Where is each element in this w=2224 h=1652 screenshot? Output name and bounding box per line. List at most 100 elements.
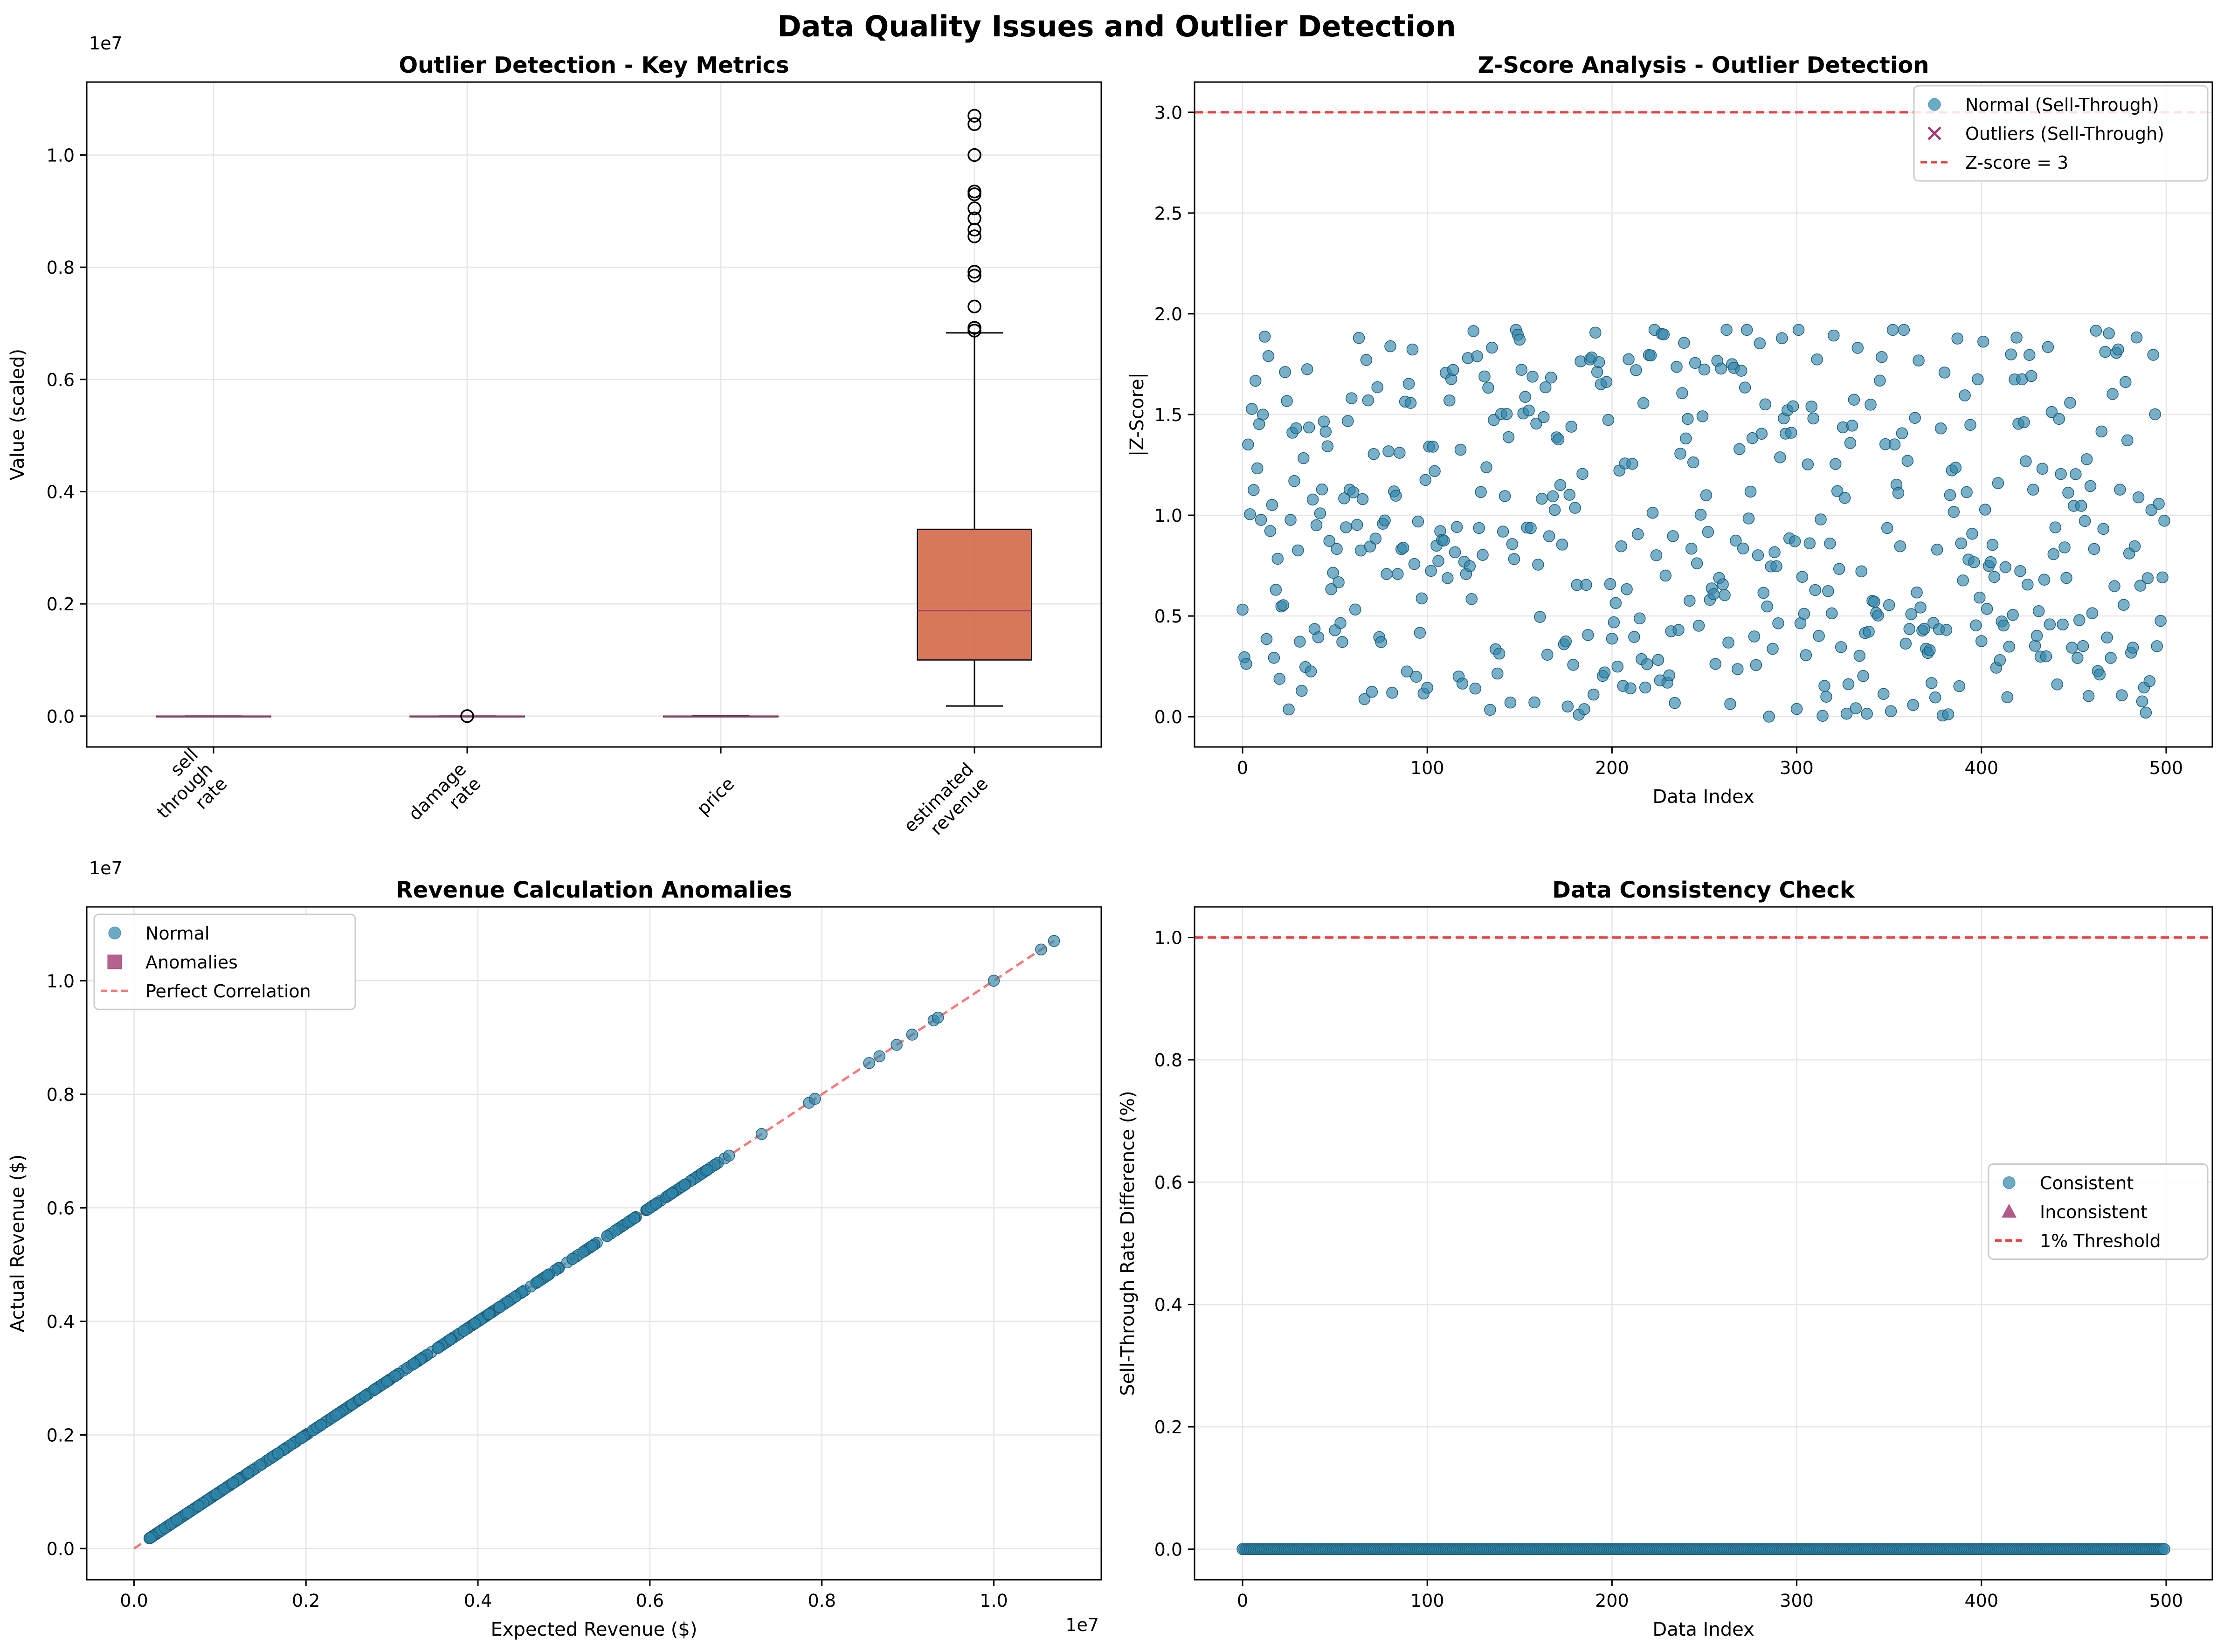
zscore-point bbox=[1824, 537, 1836, 550]
zscore-point bbox=[1582, 629, 1594, 641]
zscore-point bbox=[1443, 394, 1456, 407]
zscore-point bbox=[1499, 490, 1511, 502]
zscore-point bbox=[1333, 576, 1345, 588]
zscore-point bbox=[1576, 468, 1589, 480]
zscore-point bbox=[1637, 397, 1650, 409]
axes-frame bbox=[1194, 81, 2213, 748]
zscore-point bbox=[1528, 696, 1540, 709]
zscore-point bbox=[2158, 515, 2170, 527]
zscore-point bbox=[2080, 453, 2093, 465]
x-tick-label: 0 bbox=[1237, 758, 1248, 778]
zscore-point bbox=[2020, 455, 2032, 468]
y-tick-label: 1.0 bbox=[1154, 505, 1182, 526]
y-tick-label: 0.6 bbox=[47, 370, 75, 390]
zscore-point bbox=[1986, 539, 1999, 551]
zscore-point bbox=[1598, 666, 1611, 678]
zscore-point bbox=[1787, 400, 1799, 413]
zscore-point bbox=[1979, 504, 1991, 516]
zscore-point bbox=[1421, 682, 1433, 694]
zscore-point bbox=[1672, 624, 1685, 636]
zscore-point bbox=[1358, 693, 1371, 705]
revenue-point bbox=[192, 1500, 205, 1512]
zscore-point bbox=[1569, 502, 1581, 514]
zscore-point bbox=[1678, 337, 1690, 349]
x-tick-label: 300 bbox=[1780, 1590, 1814, 1611]
zscore-point bbox=[1360, 354, 1373, 366]
zscore-point bbox=[1534, 611, 1546, 623]
zscore-point bbox=[2156, 571, 2169, 584]
x-tick-label: 300 bbox=[1780, 758, 1814, 778]
y-tick-label: 1.5 bbox=[1154, 405, 1182, 425]
figure-title: Data Quality Issues and Outlier Detectio… bbox=[777, 9, 1456, 43]
zscore-point bbox=[1685, 543, 1698, 555]
zscore-point bbox=[1368, 448, 1380, 460]
zscore-point bbox=[1899, 637, 1912, 650]
zscore-point bbox=[1842, 678, 1855, 691]
zscore-point bbox=[1456, 677, 1469, 690]
zscore-point bbox=[1853, 650, 1866, 662]
zscore-point bbox=[1306, 493, 1319, 506]
zscore-point bbox=[1342, 415, 1354, 427]
zscore-point bbox=[1639, 681, 1651, 694]
zscore-point bbox=[1449, 546, 1461, 559]
y-tick-label: 1.0 bbox=[1154, 928, 1182, 948]
zscore-point bbox=[1624, 682, 1637, 695]
revenue-point bbox=[469, 1317, 481, 1329]
zscore-point bbox=[1770, 560, 1782, 573]
revenue-point bbox=[493, 1301, 506, 1313]
zscore-point bbox=[1515, 364, 1528, 376]
revenue-point bbox=[701, 1164, 713, 1176]
zscore-point bbox=[1475, 486, 1487, 498]
zscore-point bbox=[1759, 398, 1771, 411]
zscore-point bbox=[1371, 381, 1383, 394]
zscore-point bbox=[1497, 525, 1509, 538]
zscore-point bbox=[1450, 521, 1463, 533]
zscore-point bbox=[1416, 592, 1428, 605]
zscore-point bbox=[1667, 530, 1679, 542]
x-tick-label: 400 bbox=[1964, 1590, 1998, 1611]
zscore-point bbox=[1981, 603, 1993, 615]
zscore-point bbox=[1508, 553, 1520, 565]
zscore-point bbox=[1898, 324, 1910, 336]
zscore-point bbox=[1429, 465, 1441, 477]
zscore-point bbox=[1892, 487, 1905, 499]
zscore-point bbox=[1310, 519, 1323, 532]
revenue-point bbox=[389, 1370, 401, 1382]
zscore-point bbox=[1327, 567, 1339, 579]
zscore-point bbox=[1911, 586, 1923, 599]
zscore-point bbox=[2060, 572, 2072, 584]
zscore-point bbox=[2095, 425, 2108, 438]
x-axis-label: Data Index bbox=[1652, 786, 1754, 808]
axes-frame bbox=[86, 906, 1102, 1581]
zscore-point bbox=[1992, 477, 2004, 489]
zscore-point bbox=[1857, 670, 1869, 682]
legend-label: Perfect Correlation bbox=[145, 981, 311, 1002]
zscore-point bbox=[1401, 665, 1413, 677]
x-tick-label: 100 bbox=[1410, 1590, 1444, 1611]
zscore-point bbox=[2143, 675, 2156, 687]
zscore-point bbox=[1953, 680, 1965, 692]
zscore-point bbox=[1491, 667, 1504, 680]
zscore-point bbox=[1246, 403, 1258, 415]
zscore-point bbox=[1757, 587, 1770, 599]
revenue-point bbox=[609, 1224, 622, 1237]
zscore-point bbox=[1763, 711, 1775, 723]
zscore-point bbox=[1271, 553, 1284, 565]
zscore-point bbox=[1789, 535, 1801, 547]
zscore-point bbox=[1811, 353, 1823, 366]
zscore-point bbox=[1800, 649, 1812, 661]
zscore-point bbox=[1835, 641, 1847, 653]
revenue-point bbox=[541, 1269, 554, 1282]
zscore-point bbox=[2047, 548, 2060, 560]
y-offset-label: 1e7 bbox=[89, 858, 123, 878]
y-tick-label: 1.0 bbox=[47, 971, 75, 991]
zscore-point bbox=[1464, 560, 1476, 572]
zscore-point bbox=[1646, 506, 1659, 519]
zscore-point bbox=[2118, 599, 2130, 611]
zscore-point bbox=[2141, 572, 2154, 584]
zscore-point bbox=[1484, 704, 1496, 716]
zscore-point bbox=[1658, 328, 1670, 341]
zscore-point bbox=[2127, 642, 2139, 654]
zscore-point bbox=[1807, 412, 1819, 425]
zscore-point bbox=[1552, 433, 1565, 446]
